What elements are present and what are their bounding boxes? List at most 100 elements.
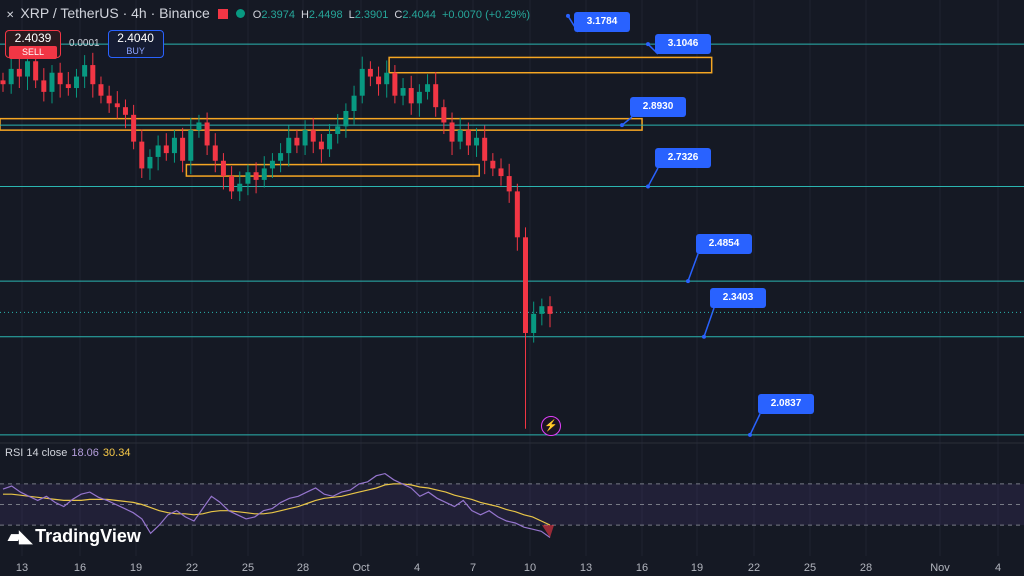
- tradingview-icon: ▰◣: [8, 527, 32, 546]
- candle-body: [65, 84, 71, 89]
- callout-anchor: [686, 279, 690, 284]
- trade-panel: 2.4039 SELL 0.0001 2.4040 BUY: [5, 30, 164, 59]
- candle-body: [384, 72, 390, 85]
- candle-body: [8, 68, 14, 85]
- x-tick-label: Oct: [352, 562, 370, 574]
- flag-icon[interactable]: [217, 9, 228, 19]
- candle-body: [498, 168, 504, 177]
- sell-button[interactable]: 2.4039 SELL: [5, 30, 61, 59]
- x-tick-label: 22: [185, 562, 199, 574]
- candle-body: [408, 88, 414, 104]
- callout-pointer: [647, 167, 659, 187]
- candle-body: [514, 191, 520, 238]
- x-tick-label: 4: [994, 562, 1002, 574]
- candle-body: [90, 65, 96, 85]
- lightning-icon[interactable]: ⚡: [541, 416, 561, 436]
- candle-body: [269, 160, 275, 169]
- x-tick-label: 10: [523, 562, 537, 574]
- candle-body: [523, 237, 529, 333]
- candle-body: [490, 160, 496, 169]
- candle-body: [24, 61, 30, 77]
- level-callout-2[interactable]: 3.1046: [655, 34, 711, 54]
- x-tick-label: 25: [241, 562, 255, 574]
- candle-body: [98, 84, 104, 96]
- callout-pointer: [749, 413, 761, 436]
- candle-body: [114, 103, 120, 108]
- candle-body: [49, 72, 55, 92]
- candle-body: [327, 133, 333, 150]
- x-tick-label: 28: [296, 562, 310, 574]
- candle-body: [106, 95, 112, 104]
- change-readout: +0.0070 (+0.29%): [441, 9, 531, 21]
- candle-body: [531, 313, 537, 333]
- rsi-title: RSI 14 close: [5, 447, 68, 459]
- candle-body: [139, 141, 145, 169]
- x-tick-label: 28: [859, 562, 873, 574]
- callout-pointer: [687, 253, 699, 282]
- sr-zone: [388, 56, 713, 74]
- candle-body: [318, 141, 324, 150]
- x-tick-label: 25: [803, 562, 817, 574]
- x-tick-label: 19: [129, 562, 143, 574]
- collapse-icon[interactable]: ✕: [6, 10, 15, 21]
- market-open-icon: [235, 9, 245, 18]
- callout-anchor: [748, 432, 752, 437]
- spread-value: 0.0001: [69, 38, 100, 49]
- candle-body: [212, 145, 218, 161]
- rsi-ma-value: 30.34: [102, 447, 131, 459]
- level-callout-3[interactable]: 2.8930: [630, 97, 686, 117]
- level-callout-7[interactable]: 2.0837: [758, 394, 814, 414]
- candle-body: [0, 80, 6, 85]
- candle-body: [400, 88, 406, 96]
- candle-body: [425, 84, 431, 92]
- candle-body: [122, 107, 128, 115]
- candle-body: [196, 122, 202, 131]
- chart-header: ✕ XRP / TetherUS · 4h · Binance O2.3974 H2.…: [6, 5, 536, 21]
- candle-body: [73, 76, 79, 89]
- candle-body: [474, 137, 480, 146]
- rsi-oversold-fill: [542, 525, 554, 538]
- x-tick-label: Nov: [930, 562, 950, 574]
- level-callout-4[interactable]: 2.7326: [655, 148, 711, 168]
- sell-label: SELL: [9, 46, 57, 59]
- level-callout-6[interactable]: 2.3403: [710, 288, 766, 308]
- candle-body: [547, 306, 553, 314]
- candle-body: [367, 68, 373, 77]
- candle-body: [465, 130, 471, 146]
- candle-body: [449, 122, 455, 142]
- candle-body: [539, 306, 545, 314]
- level-callout-5[interactable]: 2.4854: [696, 234, 752, 254]
- candle-body: [359, 68, 365, 96]
- x-tick-label: 22: [747, 562, 761, 574]
- sr-zone: [185, 163, 480, 177]
- candle-body: [147, 156, 153, 169]
- x-tick-label: 13: [579, 562, 593, 574]
- candle-body: [171, 137, 177, 154]
- candle-body: [335, 126, 341, 134]
- candle-body: [188, 130, 194, 161]
- x-tick-label: 16: [73, 562, 87, 574]
- candle-body: [155, 145, 161, 157]
- candle-body: [204, 122, 210, 146]
- candle-body: [41, 80, 47, 92]
- level-callout-1[interactable]: 3.1784: [574, 12, 630, 32]
- x-tick-label: 19: [690, 562, 704, 574]
- candle-body: [416, 91, 422, 104]
- buy-button[interactable]: 2.4040 BUY: [107, 30, 164, 58]
- callout-anchor: [620, 123, 624, 128]
- candle-body: [245, 172, 251, 184]
- candle-body: [302, 130, 308, 146]
- rsi-legend[interactable]: RSI 14 close 18.06 30.34: [5, 447, 130, 459]
- x-tick-label: 13: [15, 562, 29, 574]
- candle-body: [57, 72, 63, 85]
- rsi-line: [2, 472, 551, 538]
- candle-body: [82, 65, 88, 77]
- candle-body: [482, 137, 488, 161]
- buy-price: 2.4040: [117, 31, 154, 45]
- callout-anchor: [646, 184, 650, 189]
- symbol-title[interactable]: XRP / TetherUS · 4h · Binance: [20, 5, 210, 21]
- candle-body: [351, 95, 357, 111]
- candle-body: [220, 160, 226, 177]
- rsi-ma-line: [3, 483, 551, 526]
